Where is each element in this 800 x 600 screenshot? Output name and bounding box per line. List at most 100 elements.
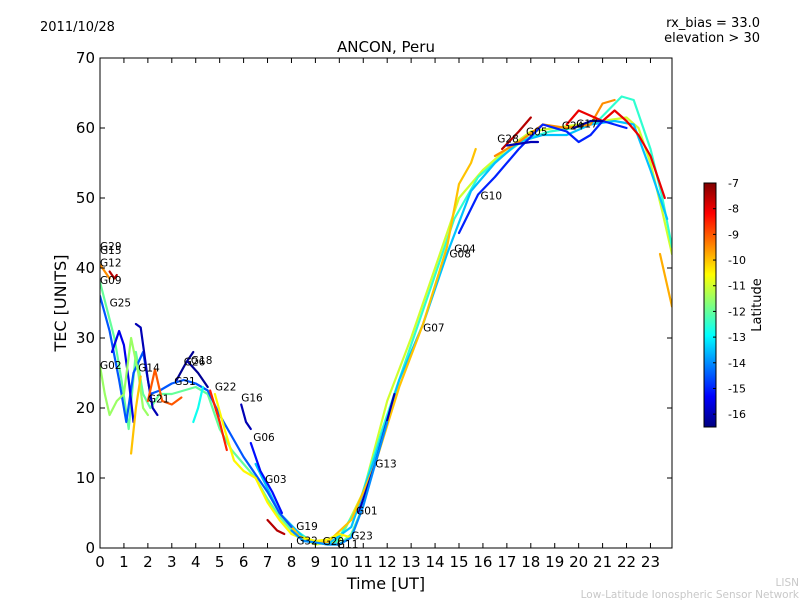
satellite-label-g05: G05 [526,127,548,139]
rx-bias-label: rx_bias = 33.0 [666,16,760,31]
tec-series-16 [110,329,135,424]
x-tick-label: 15 [449,553,468,571]
satellite-label-g18: G18 [191,355,213,367]
x-tick-label: 16 [473,553,492,571]
y-tick-label: 40 [76,259,95,277]
tec-series-29 [187,361,209,389]
colorbar-tick-label: -8 [728,203,739,216]
satellite-label-g24: G24 [562,120,584,132]
satellite-label-g08: G08 [449,249,471,261]
x-tick-label: 3 [167,553,177,571]
satellite-label-g20: G20 [323,536,345,548]
satellite-label-g19: G19 [296,521,318,533]
colorbar-tick-label: -9 [728,228,739,241]
satellite-label-g07: G07 [423,323,445,335]
satellite-label-g32: G32 [296,536,318,548]
x-tick-label: 4 [191,553,201,571]
satellite-label-g21: G21 [148,393,170,405]
x-tick-label: 5 [215,553,225,571]
satellite-label-g25: G25 [110,298,132,310]
satellite-label-g29: G29 [100,241,122,253]
x-tick-label: 23 [641,553,660,571]
tec-series-7 [457,119,628,235]
satellite-label-g04: G04 [454,244,476,256]
tec-series-4 [493,98,616,158]
satellite-label-g26: G26 [184,356,206,368]
tec-series-13 [100,294,293,529]
x-tick-label: 20 [569,553,588,571]
tec-series-8 [505,140,540,147]
x-tick-label: 1 [119,553,129,571]
tec-series-26 [209,389,228,452]
x-axis-label: Time [UT] [346,574,425,593]
tec-series-19 [100,336,149,417]
x-tick-label: 9 [311,553,321,571]
colorbar-tick-label: -14 [728,357,746,370]
colorbar-ticks: -7 -8 -9 -10 -11 -12 -13 -14 -15 -16 [713,177,746,421]
satellite-label-g31: G31 [174,376,196,388]
satellite-label-g14: G14 [138,363,160,375]
x-tick-label: 18 [521,553,540,571]
x-tick-label: 12 [378,553,397,571]
date-label: 2011/10/28 [40,20,115,35]
colorbar [703,182,717,428]
satellite-label-g02: G02 [100,360,122,372]
x-tick-label: 21 [593,553,612,571]
x-tick-label: 7 [263,553,273,571]
x-tick-label: 11 [354,553,373,571]
satellite-label-g28: G28 [497,134,519,146]
x-axis-ticks: 0 1 2 3 4 5 6 7 8 9 10 11 12 13 14 15 16 17 18 19 20 21 22 23 [95,58,660,571]
x-tick-label: 14 [426,553,445,571]
x-tick-label: 13 [402,553,421,571]
satellite-label-g15: G15 [100,245,122,257]
colorbar-label: Latitude [750,278,765,332]
y-axis-label: TEC [UNITS] [51,255,70,353]
tec-series-9 [572,119,604,130]
plot-frame [99,57,673,549]
satellite-label-g03: G03 [265,474,287,486]
y-tick-label: 30 [76,329,95,347]
x-tick-label: 6 [239,553,249,571]
colorbar-tick-label: -11 [728,280,746,293]
colorbar-tick-label: -12 [728,305,746,318]
colorbar-tick-label: -7 [728,177,739,190]
satellite-label-g06: G06 [253,432,275,444]
x-tick-label: 0 [95,553,105,571]
footer-org-long: Low-Latitude Ionospheric Sensor Network [581,589,800,600]
x-tick-label: 10 [330,553,349,571]
plot-area [100,58,672,548]
tec-series-3 [278,147,477,544]
series-layer [100,95,672,546]
colorbar-tick-label: -10 [728,254,746,267]
y-tick-label: 70 [76,49,95,67]
satellite-label-g16: G16 [241,393,263,405]
y-axis-ticks: 0 10 20 30 40 50 60 70 [76,49,672,557]
colorbar-tick-label: -15 [728,382,746,395]
tec-series-25 [213,392,353,543]
satellite-label-g12: G12 [100,258,122,270]
y-tick-label: 0 [85,539,95,557]
y-tick-label: 20 [76,399,95,417]
satellite-label-g22: G22 [215,382,237,394]
y-tick-label: 60 [76,119,95,137]
satellite-label-g13: G13 [375,459,397,471]
x-tick-label: 22 [617,553,636,571]
tec-series-20 [130,375,142,455]
chart-title: ANCON, Peru [337,38,435,56]
y-tick-label: 10 [76,469,95,487]
tec-series-22 [108,270,118,280]
tec-series-5 [501,116,532,151]
tec-series-23 [146,368,183,406]
tec-series-11 [658,252,672,308]
y-tick-label: 50 [76,189,95,207]
x-tick-label: 8 [287,553,297,571]
tec-series-24 [192,385,204,424]
tec-series-6 [565,109,666,200]
colorbar-tick-label: -16 [728,408,746,421]
colorbar-tick-label: -13 [728,331,746,344]
satellite-label-g01: G01 [356,505,378,517]
satellite-label-g09: G09 [100,275,122,287]
tec-series-21 [100,263,111,280]
